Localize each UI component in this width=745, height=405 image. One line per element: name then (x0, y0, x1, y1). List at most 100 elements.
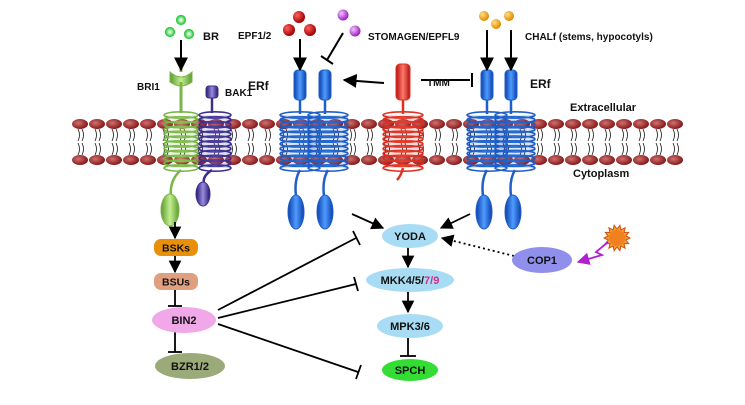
lipid-tail (621, 128, 628, 142)
lipid-tail (366, 128, 373, 142)
erf-right-to-yoda-arrow (439, 213, 471, 229)
erf-right-transmembrane-b (494, 111, 536, 173)
lipid-tail (230, 142, 237, 156)
node-bin2: BIN2 (152, 307, 216, 333)
lipid-tail (553, 128, 560, 142)
bsks-label: BSKs (162, 243, 190, 255)
node-bsks: BSKs (154, 239, 198, 256)
erf-right-kinase-a (475, 194, 493, 230)
lipid-head (565, 155, 581, 165)
lipid-tail (587, 128, 594, 142)
lipid-tail (349, 128, 356, 142)
lipid-head (548, 119, 564, 129)
cytoplasm-label: Cytoplasm (573, 168, 629, 180)
lipid-head (123, 119, 139, 129)
lipid-head (446, 119, 462, 129)
erf-right-receptor-b (504, 69, 518, 114)
lipid-head (633, 119, 649, 129)
node-spch: SPCH (382, 359, 438, 381)
bin2-inhibit-spch-bar (355, 364, 362, 380)
mkk-label-prefix: MKK4/5/ (381, 275, 424, 287)
ligand-arrows (174, 30, 518, 88)
tmm-to-erf-arrow (342, 73, 385, 88)
lipid-tail (145, 142, 152, 156)
lipid-tail (621, 142, 628, 156)
bak1-label: BAK1 (225, 88, 253, 99)
receptors (160, 60, 536, 230)
mpk-label: MPK3/6 (390, 321, 430, 333)
lipid-tail (128, 142, 135, 156)
lipid-head (89, 119, 105, 129)
lipid-tail (111, 142, 118, 156)
lipid-tail (434, 142, 441, 156)
lipid-head (72, 155, 88, 165)
lipid-head (123, 155, 139, 165)
lipid-head (548, 155, 564, 165)
epf-ligand-dot (293, 11, 305, 23)
lipid-head (259, 155, 275, 165)
lipid-head (667, 119, 683, 129)
lipid-tail (655, 128, 662, 142)
lipid-head (429, 155, 445, 165)
lipid-head (106, 155, 122, 165)
erf-right-kinase-b (504, 194, 522, 230)
lipid-tail (536, 142, 543, 156)
stomagen-label: STOMAGEN/EPFL9 (368, 32, 460, 43)
erf-left-kinase-a (287, 194, 305, 230)
lipid-head (599, 119, 615, 129)
erf-left-label: ERf (248, 79, 270, 93)
lipid-head (446, 155, 462, 165)
epf-ligand-dot (283, 24, 295, 36)
lipid-head (259, 119, 275, 129)
lipid-head (106, 119, 122, 129)
light-zigzag-arrow (576, 241, 609, 265)
lipid-head (616, 119, 632, 129)
lipid-tail (366, 142, 373, 156)
lipid-head (140, 119, 156, 129)
lipid-tail (570, 128, 577, 142)
lipid-tail (536, 128, 543, 142)
tmm-transmembrane (382, 111, 424, 173)
lipid-tail (349, 142, 356, 156)
lipid-tail (587, 142, 594, 156)
br-ligand-dot (164, 26, 176, 38)
lipid-tail (672, 128, 679, 142)
node-mkk: MKK4/5/7/9 (366, 268, 454, 292)
bin2-label: BIN2 (171, 315, 196, 327)
bri1-transmembrane (163, 111, 199, 173)
node-yoda: YODA (382, 224, 438, 248)
bri1-extracellular-domain (169, 70, 193, 87)
epf-label: EPF1/2 (238, 31, 272, 42)
light-sun-icon (602, 224, 632, 252)
lipid-head (361, 155, 377, 165)
erf-left-kinase-b (316, 194, 334, 230)
lipid-tail (77, 142, 84, 156)
chalf-label: CHALf (stems, hypocotyls) (525, 32, 653, 43)
lipid-head (429, 119, 445, 129)
stomagen-inhibit-bar (320, 55, 334, 65)
erf-left-receptor-a (293, 69, 307, 114)
lipid-tail (672, 142, 679, 156)
lipid-tail (434, 128, 441, 142)
lipid-head (650, 119, 666, 129)
bzr-label: BZR1/2 (171, 361, 209, 373)
lipid-head (650, 155, 666, 165)
lipid-head (72, 119, 88, 129)
bak1-extracellular-domain (205, 85, 219, 99)
lipid-tail (553, 142, 560, 156)
erf-right-label: ERf (530, 77, 552, 91)
bri1-label: BRI1 (137, 82, 160, 93)
node-bzr: BZR1/2 (155, 353, 225, 379)
lipid-head (582, 119, 598, 129)
pathway-edges (168, 213, 515, 380)
lipid-tail (247, 128, 254, 142)
chalf-ligand-group (479, 11, 514, 29)
mkk-label-highlight: 7/9 (424, 275, 439, 287)
lipid-tail (128, 128, 135, 142)
stomagen-ligand-group (337, 9, 361, 37)
lipid-tail (145, 128, 152, 142)
yoda-label: YODA (394, 231, 426, 243)
lipid-head (565, 119, 581, 129)
br-ligand-group (164, 14, 195, 40)
